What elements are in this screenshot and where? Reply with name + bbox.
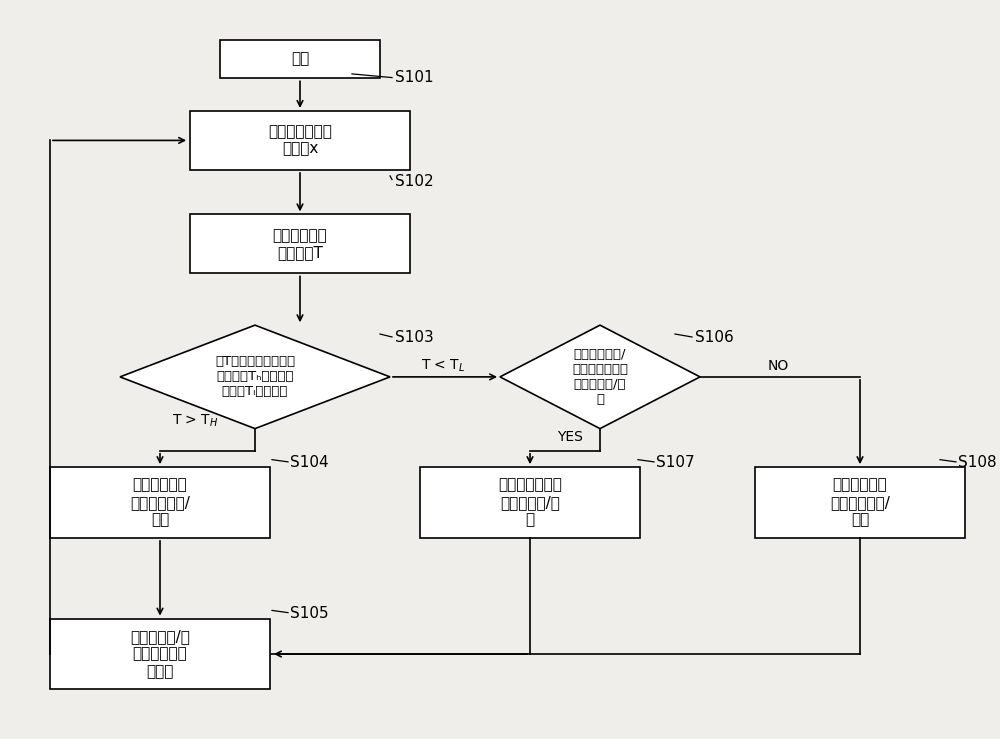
Text: S108: S108: [958, 455, 997, 470]
Text: 计算出发热元
件的温度T: 计算出发热元 件的温度T: [273, 228, 327, 260]
Text: S104: S104: [290, 455, 329, 470]
Bar: [420, 467, 640, 537]
Text: S101: S101: [395, 70, 434, 85]
Text: YES: YES: [557, 431, 583, 444]
Bar: [220, 40, 380, 78]
Text: T > T$_H$: T > T$_H$: [172, 413, 218, 429]
Text: 开始: 开始: [291, 52, 309, 67]
Text: 增大对发热元
件的输出电压/
功率: 增大对发热元 件的输出电压/ 功率: [830, 477, 890, 528]
Text: 将T与预先存储的工作
温度上限Tₕ和工作温
度下限Tₗ进行比较: 将T与预先存储的工作 温度上限Tₕ和工作温 度下限Tₗ进行比较: [215, 355, 295, 398]
Polygon shape: [120, 325, 390, 429]
Text: NO: NO: [767, 359, 789, 372]
Bar: [50, 467, 270, 537]
Bar: [755, 467, 965, 537]
Text: 该输出电压/功
率下，工作一
段时间: 该输出电压/功 率下，工作一 段时间: [130, 629, 190, 679]
Text: 检测感温元件的
物理量x: 检测感温元件的 物理量x: [268, 124, 332, 157]
Text: S103: S103: [395, 330, 434, 345]
Text: S105: S105: [290, 606, 329, 621]
Text: 减小对发热元
件的输出电压/
功率: 减小对发热元 件的输出电压/ 功率: [130, 477, 190, 528]
Bar: [190, 214, 410, 273]
Text: S106: S106: [695, 330, 734, 345]
Text: T < T$_L$: T < T$_L$: [421, 358, 465, 374]
Text: 判断输出电压/
功率是否达到最
大输出电压/功
率: 判断输出电压/ 功率是否达到最 大输出电压/功 率: [572, 348, 628, 406]
Text: S107: S107: [656, 455, 695, 470]
Bar: [190, 111, 410, 170]
Text: S102: S102: [395, 174, 434, 188]
Text: 维持对发热元件
的输出电压/功
率: 维持对发热元件 的输出电压/功 率: [498, 477, 562, 528]
Polygon shape: [500, 325, 700, 429]
Bar: [50, 619, 270, 689]
